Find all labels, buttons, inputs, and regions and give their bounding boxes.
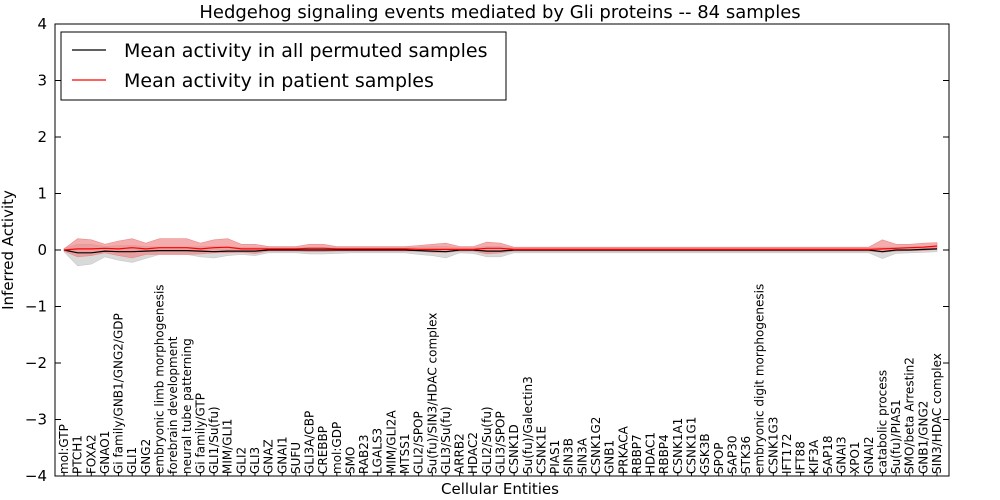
- x-tick-label: GLI3A/CBP: [303, 411, 317, 474]
- x-tick-label: GLI1: [125, 447, 139, 474]
- x-tick-label: CSNK1E: [534, 426, 548, 474]
- x-tick-label: STK36: [739, 436, 753, 474]
- confidence-bands: [63, 238, 938, 267]
- x-tick-label: GNAI3: [835, 436, 849, 474]
- y-tick-label: 1: [37, 185, 47, 203]
- x-tick-label: RBBP4: [657, 434, 671, 474]
- x-tick-label: forebrain development: [166, 336, 180, 474]
- y-tick-label: −4: [25, 467, 47, 485]
- x-tick-label: PRKACA: [616, 425, 630, 474]
- x-axis-ticks: mol:GTP PTCH1 FOXA2 GNAO1 Gi family/GNB1/GNG…: [57, 284, 944, 476]
- x-tick-label: CSNK1G2: [589, 417, 603, 474]
- x-tick-label: SIN3/HDAC complex: [930, 353, 944, 474]
- x-tick-label: IFT88: [794, 441, 808, 474]
- x-tick-label: GNAI2: [862, 436, 876, 474]
- legend-box: [60, 31, 507, 101]
- x-tick-label: ARRB2: [453, 433, 467, 474]
- x-tick-label: GLI3/Su(fu): [439, 406, 453, 474]
- x-tick-label: GLI1/Su(fu): [207, 406, 221, 474]
- x-tick-label: GNB1: [603, 440, 617, 474]
- x-tick-label: SMO: [344, 447, 358, 474]
- x-tick-label: RBBP7: [630, 434, 644, 474]
- x-tick-label: SIN3B: [562, 438, 576, 474]
- legend-label-permuted: Mean activity in all permuted samples: [124, 40, 487, 62]
- x-tick-label: Su(fu)/PIAS1: [889, 399, 903, 474]
- x-tick-label: RAB23: [357, 434, 371, 474]
- x-tick-label: GNG2: [139, 439, 153, 474]
- x-tick-label: GNAO1: [98, 431, 112, 474]
- x-tick-label: IFT172: [780, 434, 794, 474]
- y-axis-label: Inferred Activity: [0, 190, 17, 310]
- x-tick-label: mol:GTP: [57, 424, 71, 474]
- x-tick-label: GLI2/SPOP: [412, 411, 426, 474]
- x-tick-label: GNB1/GNG2: [916, 401, 930, 474]
- x-tick-label: GSK3B: [698, 433, 712, 474]
- x-tick-label: FOXA2: [84, 434, 98, 474]
- x-tick-label: embryonic digit morphogenesis: [753, 284, 767, 474]
- x-tick-label: SPOP: [712, 442, 726, 474]
- x-tick-label: MTSS1: [398, 433, 412, 474]
- x-tick-label: catabolic process: [875, 370, 889, 474]
- y-tick-label: 0: [37, 241, 47, 259]
- y-tick-label: −1: [25, 298, 47, 316]
- x-tick-label: CSNK1G1: [685, 417, 699, 474]
- x-tick-label: HDAC2: [466, 432, 480, 474]
- x-tick-label: neural tube patterning: [180, 338, 194, 474]
- x-tick-label: GNAI1: [275, 436, 289, 474]
- y-tick-label: 3: [37, 72, 47, 90]
- x-tick-label: XPO1: [848, 441, 862, 474]
- x-tick-label: KIF3A: [807, 439, 821, 474]
- x-tick-label: Gi family/GNB1/GNG2/GDP: [112, 313, 126, 474]
- x-tick-label: MIM/GLI1: [221, 419, 235, 474]
- x-tick-label: SAP18: [821, 435, 835, 474]
- x-tick-label: SAP30: [725, 435, 739, 474]
- x-tick-label: SUFU: [289, 442, 303, 474]
- x-tick-label: embryonic limb morphogenesis: [153, 284, 167, 474]
- x-tick-label: PTCH1: [71, 435, 85, 474]
- x-tick-label: GNAZ: [262, 439, 276, 474]
- x-tick-label: SMO/beta Arrestin2: [903, 357, 917, 474]
- x-axis-label: Cellular Entities: [441, 480, 559, 498]
- y-tick-label: −3: [25, 411, 47, 429]
- x-tick-label: HDAC1: [644, 432, 658, 474]
- x-tick-label: Su(fu)/SIN3/HDAC complex: [425, 313, 439, 474]
- y-tick-label: 2: [37, 128, 47, 146]
- y-tick-label: 4: [37, 15, 47, 33]
- y-tick-label: −2: [25, 354, 47, 372]
- x-tick-label: SIN3A: [575, 437, 589, 474]
- x-tick-label: CSNK1A1: [671, 418, 685, 474]
- x-tick-label: GLI3/SPOP: [494, 411, 508, 474]
- x-tick-label: GLI2: [234, 447, 248, 474]
- chart-title: Hedgehog signaling events mediated by Gl…: [199, 2, 800, 23]
- x-tick-label: CSNK1D: [507, 424, 521, 474]
- x-tick-label: Su(fu)/Galectin3: [521, 376, 535, 474]
- y-axis-ticks: 4 3 2 1 0 −1 −2 −3 −4: [25, 15, 949, 485]
- x-tick-label: GLI3: [248, 447, 262, 474]
- x-tick-label: CREBBP: [316, 426, 330, 474]
- x-tick-label: Gi family/GTP: [193, 393, 207, 474]
- x-tick-label: mol:GDP: [330, 422, 344, 474]
- series-lines: [63, 245, 938, 254]
- x-tick-label: LGALS3: [371, 428, 385, 474]
- patient-mean-line: [63, 245, 938, 251]
- legend: Mean activity in all permuted samples Me…: [60, 31, 507, 101]
- x-tick-label: PIAS1: [548, 440, 562, 474]
- legend-label-patient: Mean activity in patient samples: [124, 70, 434, 92]
- x-tick-label: MIM/GLI2A: [384, 410, 398, 474]
- x-tick-label: CSNK1G3: [766, 417, 780, 474]
- x-tick-label: GLI2/Su(fu): [480, 406, 494, 474]
